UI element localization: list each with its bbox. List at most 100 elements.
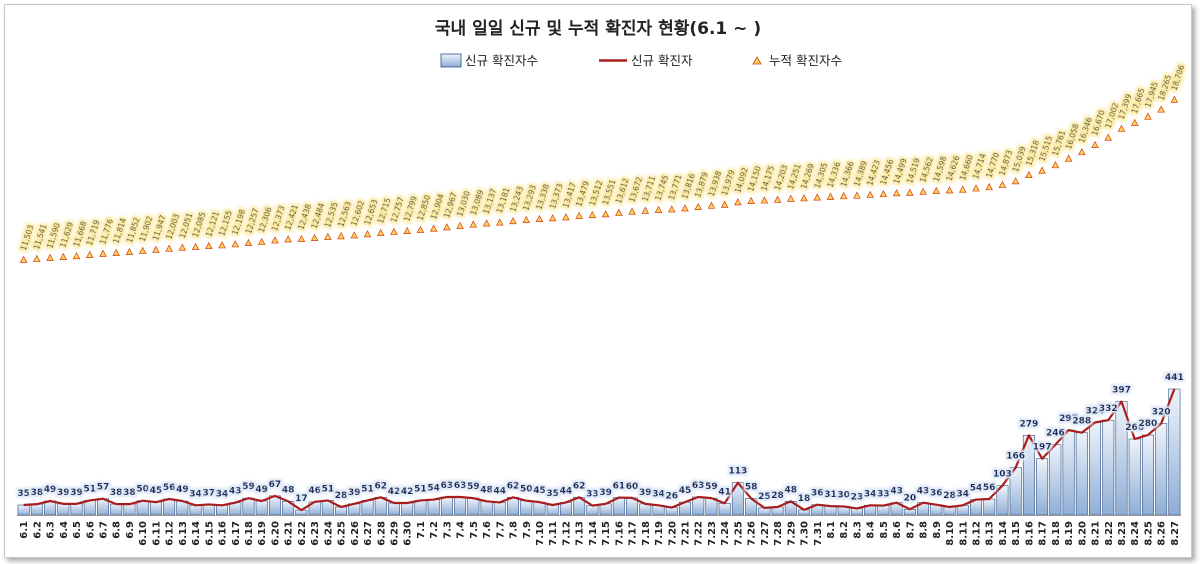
bar-data-label: 61 — [613, 482, 626, 492]
x-tick-label: 8.2 — [839, 521, 850, 539]
x-tick-label: 8.7 — [905, 521, 916, 539]
cumulative-marker — [1011, 177, 1020, 185]
bar — [480, 500, 493, 516]
cumulative-marker — [985, 183, 993, 191]
bar-data-label: 36 — [811, 489, 824, 499]
bar — [57, 503, 70, 516]
x-tick-label: 6.14 — [191, 521, 202, 546]
x-tick-label: 6.8 — [112, 521, 123, 539]
bar-data-label: 28 — [943, 491, 956, 501]
bar-data-label: 18 — [798, 494, 811, 504]
cumulative-marker — [33, 254, 41, 262]
bar-data-label: 59 — [467, 482, 480, 492]
cumulative-marker — [72, 251, 81, 260]
legend-swatch-marker — [752, 56, 762, 65]
bar-data-label: 62 — [374, 481, 387, 491]
x-tick-label: 7.1 — [416, 521, 427, 539]
bar-data-label: 38 — [31, 488, 44, 498]
cumulative-marker — [416, 225, 425, 233]
x-tick-label: 6.26 — [350, 521, 361, 546]
x-axis-tick-labels: 6.1 6.2 6.3 6.4 6.5 6.6 6.7 6.8 6.9 6.10 6.11 6.12 6… — [19, 521, 1181, 546]
x-tick-label: 7.10 — [535, 521, 546, 546]
x-tick-label: 7.23 — [707, 521, 718, 546]
bar-data-label: 36 — [930, 489, 943, 499]
bar — [361, 500, 374, 516]
bar — [30, 503, 43, 516]
cumulative-data-label: 14,873 — [998, 149, 1015, 177]
x-tick-label: 6.25 — [337, 521, 348, 546]
bar — [1102, 419, 1115, 516]
bar — [83, 500, 96, 516]
bar — [387, 502, 400, 516]
cumulative-marker — [138, 246, 147, 254]
cumulative-marker — [496, 218, 504, 226]
cumulative-marker — [787, 194, 795, 202]
bar-data-label: 38 — [123, 488, 136, 498]
x-tick-label: 7.31 — [813, 521, 824, 546]
cumulative-marker — [297, 234, 306, 242]
cumulative-marker — [958, 185, 967, 193]
x-tick-label: 7.27 — [760, 521, 771, 546]
x-tick-label: 6.13 — [178, 521, 189, 546]
cumulative-marker — [839, 192, 848, 200]
cumulative-marker — [575, 211, 583, 219]
x-tick-label: 8.8 — [919, 521, 930, 539]
bar — [1155, 423, 1168, 516]
bar — [467, 497, 480, 516]
cumulative-marker — [1104, 133, 1113, 141]
cumulative-marker — [509, 217, 517, 225]
legend-item-bar: 신규 확진자수 — [440, 53, 538, 68]
bar-data-label: 42 — [401, 487, 414, 497]
x-tick-label: 7.9 — [522, 521, 533, 539]
bar-data-label: 279 — [1019, 419, 1038, 429]
cumulative-marker — [363, 230, 372, 238]
cumulative-marker — [853, 191, 861, 199]
cumulative-marker — [879, 190, 888, 198]
bar-data-label: 37 — [203, 488, 216, 498]
bar-data-label: 332 — [1099, 404, 1118, 414]
x-tick-label: 6.11 — [151, 521, 162, 546]
bar-data-label: 26 — [665, 492, 678, 502]
legend-label-line: 신규 확진자 — [631, 53, 693, 68]
bar-data-label: 42 — [388, 487, 401, 497]
bar-data-label: 34 — [864, 489, 877, 499]
x-tick-label: 8.9 — [932, 521, 943, 539]
bar-data-label: 324 — [1086, 406, 1105, 416]
cumulative-marker — [112, 248, 120, 256]
bar — [1075, 432, 1088, 516]
bar — [123, 503, 136, 516]
cumulative-marker — [337, 232, 345, 240]
x-tick-label: 7.5 — [469, 521, 480, 539]
x-tick-label: 8.22 — [1104, 521, 1115, 546]
x-tick-label: 8.5 — [879, 521, 890, 539]
bar — [546, 504, 559, 516]
cumulative-marker — [99, 249, 107, 257]
cumulative-marker — [1144, 112, 1152, 120]
cumulative-marker — [257, 237, 266, 245]
x-tick-label: 6.27 — [363, 521, 374, 546]
x-tick-label: 7.13 — [575, 521, 586, 546]
bar — [665, 507, 678, 516]
x-tick-label: 7.25 — [733, 521, 744, 546]
bar-data-label: 48 — [785, 485, 798, 495]
line-series — [23, 388, 1176, 512]
bar-data-label: 441 — [1165, 373, 1184, 383]
bar — [1115, 401, 1128, 516]
cumulative-marker — [747, 196, 755, 204]
bar-data-label: 51 — [83, 484, 96, 494]
cumulative-marker — [1170, 95, 1179, 103]
legend-item-line: 신규 확진자 — [599, 53, 693, 68]
bar — [216, 504, 229, 516]
cumulative-marker — [998, 180, 1007, 188]
bar — [17, 504, 30, 516]
bar — [983, 498, 996, 516]
bar-data-label: 23 — [851, 492, 864, 502]
bar-data-label: 113 — [728, 467, 747, 477]
bar-data-label: 166 — [1006, 452, 1025, 462]
cumulative-marker — [615, 208, 623, 216]
bar — [414, 500, 427, 516]
x-tick-label: 6.15 — [204, 521, 215, 546]
bar — [1062, 429, 1075, 516]
cumulative-marker — [548, 214, 557, 222]
x-tick-label: 6.30 — [403, 521, 414, 546]
